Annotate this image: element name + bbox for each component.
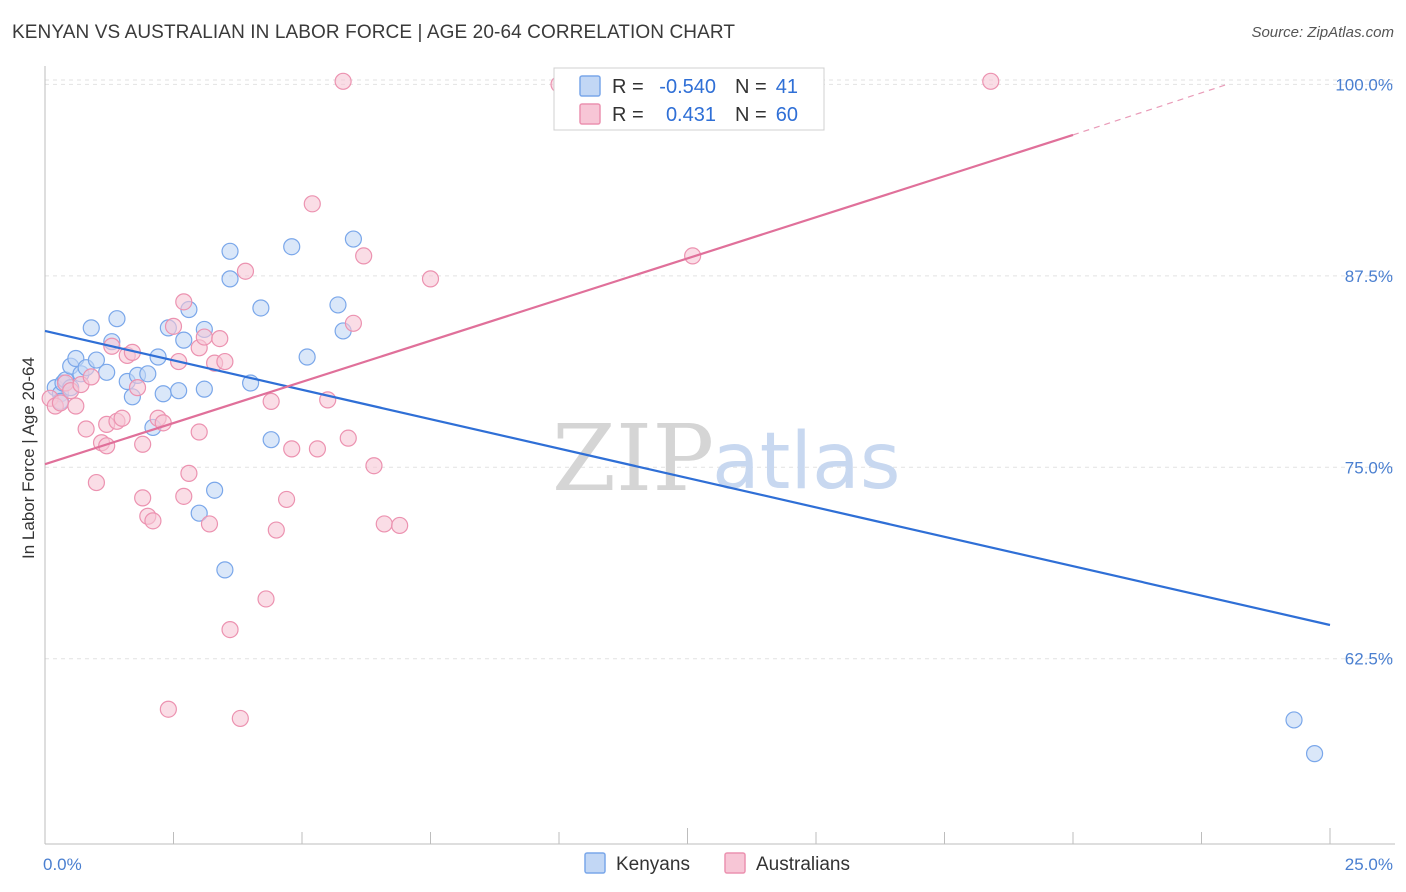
legend: R = -0.540 N = 41 R = 0.431 N = 60 (553, 67, 825, 131)
australian-point (308, 440, 327, 458)
legend-n-value-1: 60 (776, 104, 798, 126)
australian-trend-extension (1072, 83, 1228, 136)
kenyan-point (98, 363, 116, 381)
axes (44, 66, 1395, 845)
australian-point (180, 464, 198, 482)
australian-point (344, 314, 362, 332)
australian-point (175, 293, 193, 311)
kenyan-point (1285, 711, 1303, 729)
australian-point (262, 392, 280, 410)
australian-point (365, 457, 383, 475)
australian-point (982, 72, 1000, 90)
kenyan-point (195, 380, 213, 398)
trend-lines (44, 83, 1331, 627)
kenyan-point (82, 319, 100, 337)
australian-point (211, 330, 229, 348)
kenyan-point (216, 561, 234, 579)
australian-point (164, 317, 183, 335)
australian-point (144, 512, 162, 530)
x-tick-label-1: 25.0% (1345, 855, 1393, 874)
legend-n-label-1: N = (735, 104, 767, 126)
y-tick-label-3: 100.0% (1335, 75, 1393, 94)
australian-point (257, 590, 275, 608)
australian-point (216, 352, 234, 371)
australian-point (113, 409, 131, 427)
australian-point (134, 435, 152, 453)
legend-swatch-kenyans (579, 75, 601, 97)
kenyan-point (154, 385, 172, 403)
legend-r-label-1: R = (612, 104, 644, 126)
australian-point (87, 473, 106, 492)
australian-point (190, 423, 208, 441)
australian-point (355, 247, 373, 265)
data-points (41, 72, 1324, 763)
australian-point (283, 440, 301, 458)
australian-point (236, 262, 255, 280)
australian-point (231, 709, 249, 728)
kenyan-point (329, 296, 347, 314)
australian-point (339, 429, 357, 447)
kenyan-point (298, 348, 316, 366)
australian-point (175, 487, 193, 505)
chart-title: KENYAN VS AUSTRALIAN IN LABOR FORCE | AG… (12, 22, 736, 43)
kenyan-point (252, 299, 270, 317)
kenyan-point (139, 365, 157, 383)
grid-lines (45, 79, 1395, 660)
kenyan-point (175, 331, 193, 349)
watermark-atlas: atlas (712, 417, 901, 507)
legend-n-value-0: 41 (776, 76, 798, 98)
kenyan-point (283, 238, 301, 256)
kenyan-point (206, 481, 224, 499)
australian-point (82, 368, 100, 386)
legend-swatch-australians (579, 103, 601, 125)
kenyan-point (344, 230, 362, 248)
legend-r-value-1: 0.431 (666, 104, 716, 126)
watermark: ZIP atlas (552, 405, 901, 512)
australian-point (195, 328, 213, 346)
kenyan-point (221, 242, 239, 260)
watermark-zip: ZIP (552, 405, 714, 512)
australian-point (375, 515, 393, 533)
y-axis-title: In Labor Force | Age 20-64 (19, 357, 38, 559)
australian-point (391, 516, 409, 535)
kenyan-point (190, 504, 208, 522)
australian-point (277, 490, 296, 509)
australian-point (267, 521, 285, 539)
australian-point (221, 620, 239, 639)
kenyan-point (221, 270, 239, 288)
bottom-legend-swatch-australians (724, 852, 746, 874)
legend-n-label-0: N = (735, 76, 767, 98)
australian-point (134, 489, 152, 507)
y-tick-labels: 62.5% 75.0% 87.5% 100.0% (1335, 75, 1393, 668)
kenyan-point (1305, 745, 1324, 763)
kenyan-trend-line (44, 329, 1331, 627)
y-tick-label-2: 87.5% (1345, 267, 1393, 286)
bottom-legend-swatch-kenyans (584, 852, 606, 874)
australian-point (303, 195, 321, 213)
legend-r-label-0: R = (612, 76, 644, 98)
source-label: Source: ZipAtlas.com (1251, 24, 1394, 41)
kenyan-point (170, 382, 188, 400)
australian-point (98, 437, 116, 455)
kenyan-point (108, 310, 126, 328)
y-tick-label-1: 75.0% (1345, 458, 1393, 477)
australian-point (128, 379, 147, 397)
australian-point (159, 700, 177, 718)
australian-point (77, 420, 95, 438)
bottom-legend: Kenyans Australians (584, 852, 850, 875)
x-tick-label-0: 0.0% (43, 855, 82, 874)
bottom-legend-label-kenyans: Kenyans (616, 854, 690, 875)
bottom-legend-label-australians: Australians (756, 854, 850, 875)
kenyan-point (262, 431, 280, 449)
australian-point (200, 515, 219, 533)
y-tick-label-0: 62.5% (1345, 650, 1393, 669)
australian-point (67, 397, 85, 415)
x-tick-labels: 0.0% 25.0% (43, 855, 1393, 874)
legend-r-value-0: -0.540 (659, 76, 716, 98)
australian-point (421, 270, 440, 288)
australian-trend-line (44, 133, 1074, 466)
australian-point (334, 72, 352, 90)
kenyan-point (87, 351, 106, 369)
